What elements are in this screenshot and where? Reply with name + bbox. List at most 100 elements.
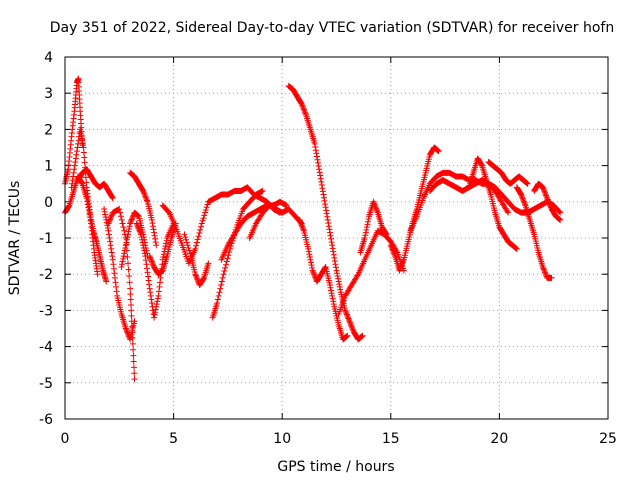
data-point (140, 187, 147, 194)
data-point (131, 376, 138, 383)
data-point (149, 259, 156, 266)
data-point (329, 295, 336, 302)
data-point (102, 211, 109, 218)
data-point (307, 259, 314, 266)
data-point (328, 287, 335, 294)
data-point (126, 225, 133, 232)
data-point (142, 193, 149, 200)
data-point (346, 318, 353, 325)
data-point (299, 102, 306, 109)
data-point (214, 300, 221, 307)
x-tick-label: 20 (490, 431, 508, 447)
y-tick-label: -1 (39, 231, 53, 247)
data-point (141, 250, 148, 257)
data-point (542, 189, 549, 196)
data-point (388, 243, 395, 250)
data-point (540, 187, 547, 194)
y-tick-label: 2 (44, 122, 53, 138)
data-point (140, 189, 147, 196)
x-tick-label: 25 (599, 431, 617, 447)
data-point (200, 215, 207, 222)
data-point (383, 231, 390, 238)
data-point (330, 301, 337, 308)
data-point (184, 242, 191, 249)
data-point (354, 272, 361, 279)
data-point (546, 200, 553, 207)
y-tick-label: -6 (39, 412, 53, 428)
series-arc-15 (246, 202, 305, 241)
data-point (329, 242, 336, 249)
data-point (224, 255, 231, 262)
data-point (542, 269, 549, 276)
data-point (311, 271, 318, 278)
data-point (124, 254, 131, 261)
data-point (540, 266, 547, 273)
data-point (542, 270, 549, 277)
data-point (202, 209, 209, 216)
data-point (108, 213, 115, 220)
data-point (332, 261, 339, 268)
data-point (400, 258, 407, 265)
data-point (126, 223, 133, 230)
data-point (122, 325, 129, 332)
data-point (543, 193, 550, 200)
data-point (146, 281, 153, 288)
data-point (399, 259, 406, 266)
data-point (72, 155, 79, 162)
data-point (157, 274, 164, 281)
data-point (332, 264, 339, 271)
series-arc-16 (285, 82, 366, 343)
data-point (198, 220, 205, 227)
data-point (136, 227, 143, 234)
data-point (373, 205, 380, 212)
data-point (71, 162, 78, 169)
data-point (222, 264, 229, 271)
data-point (135, 225, 142, 232)
data-point (105, 220, 112, 227)
data-point (152, 309, 159, 316)
data-point (330, 251, 337, 258)
data-point (299, 103, 306, 110)
data-point (302, 109, 309, 116)
series-arc-06 (105, 206, 138, 383)
data-point (127, 291, 134, 298)
data-point (326, 282, 333, 289)
data-point (327, 232, 334, 239)
data-point (337, 286, 344, 293)
data-point (391, 250, 398, 257)
x-tick-label: 0 (61, 431, 70, 447)
data-point (130, 352, 137, 359)
data-point (345, 316, 352, 323)
data-point (196, 230, 203, 237)
data-point (398, 262, 405, 269)
data-point (322, 204, 329, 211)
series-arc-03 (68, 126, 110, 285)
data-point (111, 270, 118, 277)
data-point (112, 279, 119, 286)
data-point (121, 247, 128, 254)
data-point (545, 199, 552, 206)
data-point (296, 216, 303, 223)
data-point (149, 223, 156, 230)
data-point (70, 169, 77, 176)
y-tick-label: 3 (44, 86, 53, 102)
data-point (140, 242, 147, 249)
data-point (203, 204, 210, 211)
data-point (382, 230, 389, 237)
data-point (126, 273, 133, 280)
data-point (435, 148, 442, 155)
data-point (330, 298, 337, 305)
series-arc-25 (513, 184, 555, 281)
data-point (151, 311, 158, 318)
data-point (143, 197, 150, 204)
data-point (141, 192, 148, 199)
data-point (138, 234, 145, 241)
data-point (306, 254, 313, 261)
data-point (124, 231, 131, 238)
data-point (105, 227, 112, 234)
data-point (183, 239, 190, 246)
series-arc-24 (485, 158, 531, 187)
data-point (345, 315, 352, 322)
data-point (146, 253, 153, 260)
data-point (71, 166, 78, 173)
